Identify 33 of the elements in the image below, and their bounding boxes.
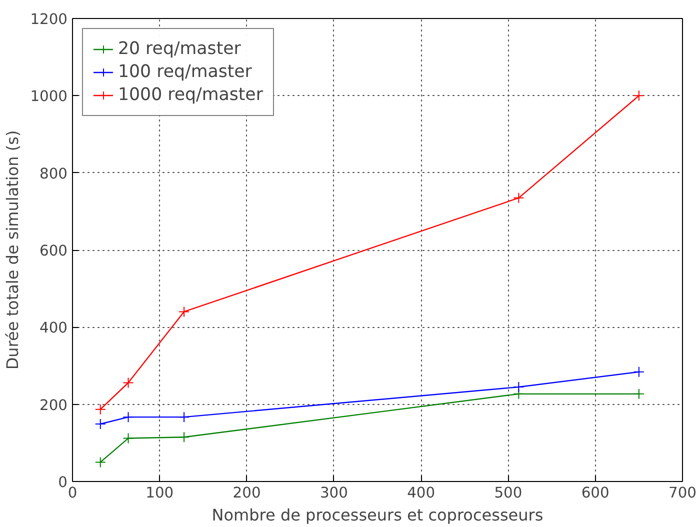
y-tick-label: 0 [58, 474, 68, 491]
x-tick-label: 400 [407, 484, 436, 502]
point [94, 404, 106, 415]
x-axis-title: Nombre de processeurs et coprocesseurs [212, 506, 544, 524]
point [94, 456, 106, 468]
point [633, 90, 644, 102]
legend-label: 1000 req/master [118, 85, 263, 105]
point [122, 377, 134, 388]
y-tick-label: 400 [40, 320, 68, 337]
y-tick-label: 1200 [30, 11, 68, 28]
x-tick-label: 500 [494, 484, 522, 502]
legend-label: 20 req/master [118, 39, 241, 59]
x-tick-label: 300 [320, 484, 348, 502]
x-tick-label: 600 [581, 484, 610, 502]
y-tick-label: 1000 [30, 88, 68, 106]
y-tick-label: 800 [40, 165, 68, 182]
point [122, 432, 134, 444]
point [178, 306, 190, 318]
point [94, 418, 106, 430]
point [633, 388, 644, 400]
y-tick-label: 600 [40, 242, 68, 260]
legend-label: 100 req/master [118, 62, 252, 82]
point [122, 412, 134, 423]
x-tick-label: 700 [668, 484, 696, 502]
point [513, 192, 524, 204]
x-tick-label: 200 [232, 484, 261, 502]
y-tick-label: 200 [40, 396, 68, 414]
x-tick-label: 100 [146, 484, 174, 502]
point [178, 432, 190, 443]
point [633, 366, 644, 378]
point [513, 381, 524, 392]
y-axis-title: Durée totale de simulation (s) [3, 130, 22, 370]
point [178, 412, 190, 423]
